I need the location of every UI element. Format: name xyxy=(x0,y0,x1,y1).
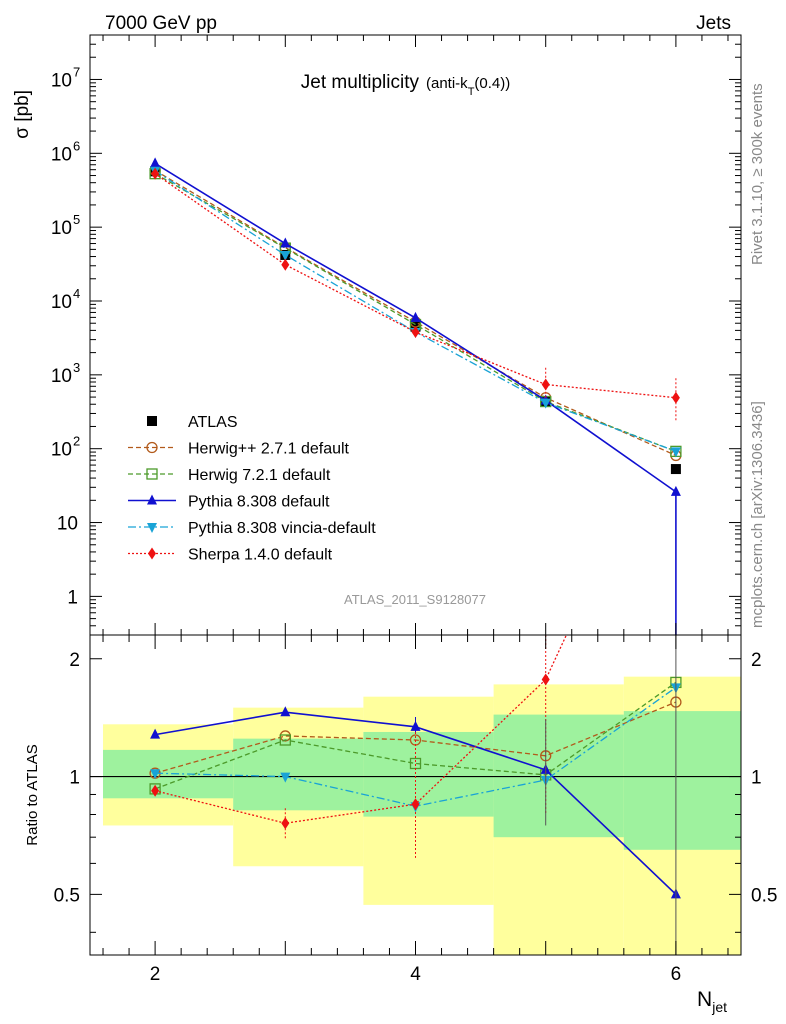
ratio-y-tick-label-right: 1 xyxy=(751,768,762,789)
ratio-y-tick-label-right: 0.5 xyxy=(751,885,777,906)
sherpa-1-4-0-default-point-6 xyxy=(671,391,680,404)
subtitle-prefix: (anti-k xyxy=(426,75,468,92)
rivet-version-label: Rivet 3.1.10, ≥ 300k events xyxy=(749,83,766,265)
pythia-8-308-vincia-default-point-3 xyxy=(280,250,291,261)
y-tick-exponent: 2 xyxy=(73,434,80,449)
inner-uncertainty-band-bin-5 xyxy=(623,711,741,850)
legend-pythia-8-308-vincia-default-label: Pythia 8.308 vincia-default xyxy=(188,520,376,537)
y-tick-label: 10 xyxy=(51,218,72,239)
ratio-y-axis-label: Ratio to ATLAS xyxy=(24,744,41,845)
legend-herwig-2-7-1-default-marker xyxy=(146,441,158,454)
atlas-point-6 xyxy=(670,464,681,475)
y-tick-label: 10 xyxy=(51,144,72,165)
plot-subtitle: (anti-kT(0.4)) xyxy=(426,75,510,98)
plot-title: Jet multiplicity xyxy=(301,72,420,93)
inner-uncertainty-band-bin-1 xyxy=(103,749,234,799)
y-tick-label: 10 xyxy=(51,440,72,461)
x-tick-label: 2 xyxy=(150,964,161,985)
pythia-8-308-default-point-6 xyxy=(670,485,681,496)
pythia-8-308-default-point-3 xyxy=(280,237,291,248)
legend-atlas-label: ATLAS xyxy=(188,414,238,431)
main-series-group xyxy=(149,157,682,635)
legend: ATLAS Herwig++ 2.7.1 default Herwig 7.2.1 … xyxy=(128,414,376,564)
ratio-pythia-8-308-default-point-3 xyxy=(280,706,291,717)
pythia-8-308-vincia-default-point-5 xyxy=(540,398,551,409)
ratio-sherpa-1-4-0-default-point-2 xyxy=(151,784,160,797)
ratio-pythia-8-308-default-point-2 xyxy=(150,728,161,739)
y-axis-label: σ [pb] xyxy=(12,90,33,139)
y-tick-exponent: 4 xyxy=(73,286,80,301)
legend-sherpa-1-4-0-default-marker xyxy=(148,547,156,560)
source-reference-label: mcplots.cern.ch [arXiv:1306.3436] xyxy=(749,401,766,628)
legend-herwig-7-2-1-default-marker xyxy=(146,468,158,480)
ratio-y-tick-label-left: 0.5 xyxy=(54,885,80,906)
legend-pythia-8-308-default-marker xyxy=(147,494,157,505)
inner-uncertainty-band-bin-2 xyxy=(233,738,364,811)
inner-uncertainty-band-bin-4 xyxy=(493,714,624,838)
herwig-7-2-1-default-line xyxy=(154,173,677,452)
y-tick-exponent: 3 xyxy=(73,360,80,375)
sherpa-1-4-0-default-point-3 xyxy=(281,258,290,271)
y-tick-exponent: 5 xyxy=(73,212,80,227)
legend-herwig-7-2-1-default-label: Herwig 7.2.1 default xyxy=(188,467,331,484)
main-plot-area xyxy=(149,157,682,635)
ratio-herwig-7-2-1-default-line xyxy=(154,681,677,790)
y-tick-label: 1 xyxy=(67,587,78,608)
ratio-pythia-8-308-vincia-default-point-2 xyxy=(150,769,161,780)
pythia-8-308-default-point-4 xyxy=(410,311,421,322)
ratio-panel: 0.5 0.5 1 1 2 2 2 4 6 Ratio to ATLAS Njet xyxy=(24,634,777,1015)
x-axis-label-main: N xyxy=(697,988,712,1011)
ratio-pythia-8-308-vincia-default-point-3 xyxy=(280,772,291,783)
ratio-sherpa-1-4-0-default-point-3 xyxy=(281,817,290,830)
sherpa-1-4-0-default-point-2 xyxy=(151,167,160,180)
header-jets-label: Jets xyxy=(696,13,731,34)
analysis-watermark: ATLAS_2011_S9128077 xyxy=(344,592,486,607)
pythia-8-308-vincia-default-point-6 xyxy=(670,447,681,458)
x-tick-label: 6 xyxy=(671,964,682,985)
y-tick-exponent: 6 xyxy=(73,138,80,153)
pythia-8-308-default-point-2 xyxy=(150,157,161,168)
y-tick-label: 10 xyxy=(51,366,72,387)
y-tick-exponent: 7 xyxy=(73,64,80,79)
y-tick-label: 10 xyxy=(51,292,72,313)
ratio-y-tick-label-left: 2 xyxy=(69,650,80,671)
ratio-axes: 0.5 0.5 1 1 2 2 2 4 6 xyxy=(54,635,777,985)
x-axis-label-sub: jet xyxy=(711,999,727,1015)
subtitle-suffix: (0.4)) xyxy=(474,75,510,92)
legend-pythia-8-308-vincia-default-marker xyxy=(147,523,157,533)
subtitle-index: T xyxy=(468,86,475,98)
ratio-y-tick-label-left: 1 xyxy=(69,768,80,789)
herwig-2-7-1-default-line xyxy=(154,169,677,457)
legend-sherpa-1-4-0-default-label: Sherpa 1.4.0 default xyxy=(188,547,333,564)
legend-atlas-marker xyxy=(147,416,157,426)
legend-pythia-8-308-default-label: Pythia 8.308 default xyxy=(188,494,330,511)
ratio-herwig-7-2-1-default-point-3 xyxy=(279,734,291,746)
y-tick-label: 10 xyxy=(57,514,78,535)
legend-herwig-2-7-1-default-label: Herwig++ 2.7.1 default xyxy=(188,441,350,458)
x-axis-label: Njet xyxy=(697,988,727,1015)
x-tick-label: 4 xyxy=(410,964,421,985)
ratio-plot-area xyxy=(90,635,741,955)
pythia-8-308-vincia-default-line xyxy=(154,170,677,452)
sherpa-1-4-0-default-line xyxy=(154,173,676,399)
ratio-series-group xyxy=(90,635,741,955)
ratio-y-tick-label-right: 2 xyxy=(751,650,762,671)
y-tick-label: 10 xyxy=(51,70,72,91)
header-energy-label: 7000 GeV pp xyxy=(105,13,217,34)
sherpa-1-4-0-default-point-4 xyxy=(411,326,420,339)
